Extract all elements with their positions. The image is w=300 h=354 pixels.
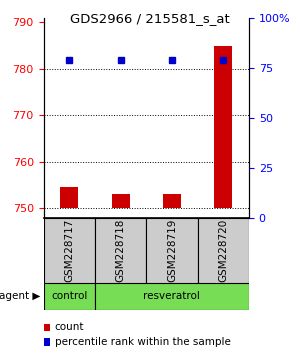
Bar xyxy=(163,194,181,209)
Bar xyxy=(95,283,249,310)
Text: GSM228717: GSM228717 xyxy=(64,219,74,282)
Bar xyxy=(112,194,130,209)
Text: resveratrol: resveratrol xyxy=(143,291,200,302)
Text: control: control xyxy=(51,291,87,302)
Text: GSM228719: GSM228719 xyxy=(167,219,177,282)
Bar xyxy=(44,218,95,283)
Text: GSM228718: GSM228718 xyxy=(116,219,126,282)
Bar xyxy=(198,218,249,283)
Text: agent ▶: agent ▶ xyxy=(0,291,40,302)
Bar xyxy=(60,188,78,209)
Bar xyxy=(146,218,198,283)
Bar xyxy=(95,218,146,283)
Text: GSM228720: GSM228720 xyxy=(218,219,228,282)
Bar xyxy=(44,283,95,310)
Text: percentile rank within the sample: percentile rank within the sample xyxy=(55,337,230,347)
Text: GDS2966 / 215581_s_at: GDS2966 / 215581_s_at xyxy=(70,12,230,25)
Text: count: count xyxy=(55,322,84,332)
Bar xyxy=(214,46,232,209)
